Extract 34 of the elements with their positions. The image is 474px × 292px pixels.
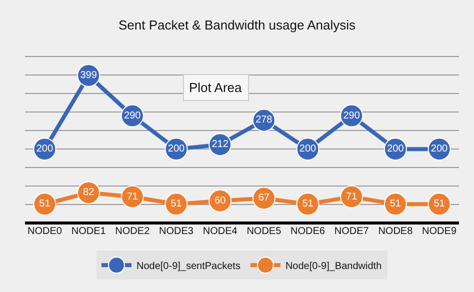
x-tick-label: NODE5 [246,226,282,237]
data-label: 60 [214,195,226,206]
data-label: 212 [212,139,229,150]
data-label: 200 [36,144,54,155]
data-label: 71 [346,191,358,202]
chart-title: Sent Packet & Bandwidth usage Analysis [118,18,356,33]
data-label: 82 [83,187,95,198]
data-label: 51 [390,198,402,210]
x-tick-label: NODE4 [202,226,238,237]
x-tick-label: NODE6 [290,226,326,237]
data-label: 200 [387,144,404,155]
x-tick-label: NODE0 [28,226,62,237]
data-label: 200 [299,144,317,155]
x-tick-label: NODE1 [71,226,106,237]
data-label: 278 [256,114,273,126]
x-tick-label: NODE7 [334,226,370,237]
x-tick-label: NODE2 [115,226,150,237]
x-tick-label: NODE9 [422,226,457,237]
data-label: 51 [39,198,51,210]
data-label: 51 [434,198,446,210]
data-label: 51 [170,198,182,210]
data-label: 67 [258,192,270,204]
data-label: 51 [302,198,314,210]
x-tick-label: NODE3 [159,226,194,237]
legend-label: Node[0-9]_sentPackets [136,261,240,272]
data-label: 290 [124,110,142,122]
data-label: 290 [343,110,360,122]
legend-label: Node[0-9]_Bandwidth [285,261,382,272]
annotation: Plot Area [189,80,243,95]
data-label: 200 [430,144,448,155]
x-tick-label: NODE8 [378,226,414,237]
data-label: 71 [126,191,138,202]
data-label: 200 [168,144,186,155]
data-label: 399 [80,70,98,82]
